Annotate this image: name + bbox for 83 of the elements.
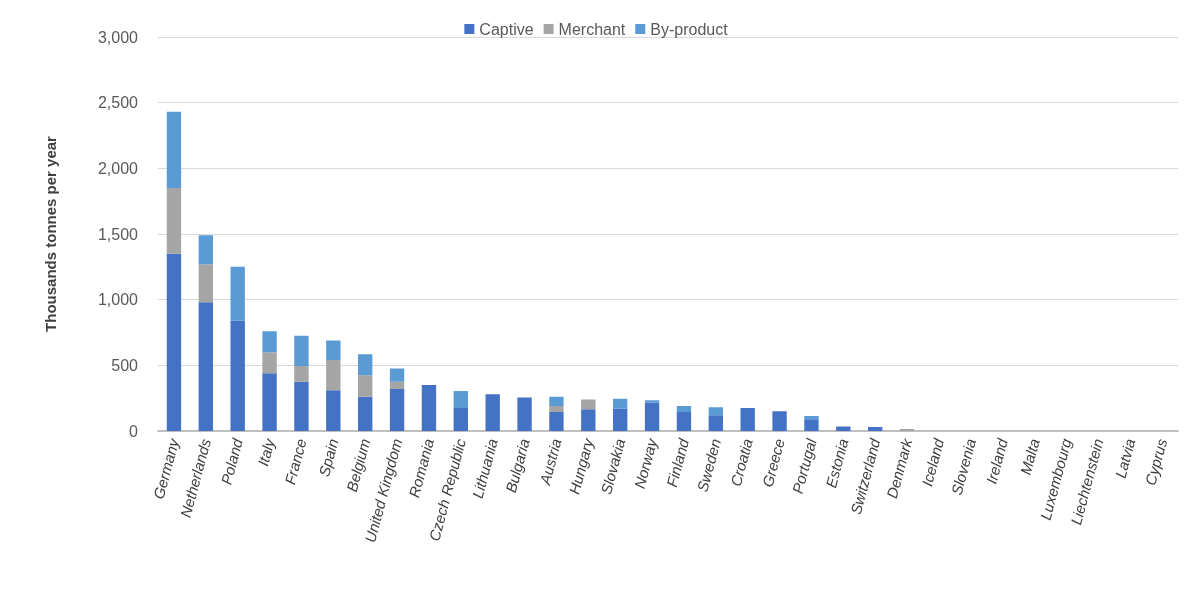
x-tick-label: Austria — [535, 436, 565, 488]
bar — [549, 411, 564, 431]
x-tick-label: Slovakia — [597, 436, 629, 496]
bar — [262, 373, 277, 431]
y-tick-label: 0 — [129, 422, 139, 440]
legend-label: Merchant — [558, 20, 626, 38]
bar — [549, 396, 564, 407]
bar — [804, 419, 819, 431]
x-tick-label: Italy — [254, 435, 279, 468]
bar — [676, 411, 692, 431]
x-tick-label: Spain — [315, 436, 342, 479]
bar — [836, 426, 851, 431]
x-tick-label: Belgium — [342, 436, 374, 494]
x-tick-label: Finland — [662, 436, 693, 489]
bar — [676, 406, 692, 412]
x-tick-label: Latvia — [1111, 436, 1139, 480]
bar — [198, 235, 213, 265]
bar — [421, 385, 437, 431]
x-tick-label: Ireland — [982, 436, 1012, 486]
bar — [517, 397, 532, 431]
bar — [166, 188, 182, 254]
x-tick-label: Romania — [405, 436, 438, 500]
bar — [453, 390, 468, 409]
bar — [326, 390, 341, 431]
x-tick-label: Slovenia — [947, 436, 980, 497]
bar — [230, 320, 245, 431]
bar — [326, 360, 341, 391]
bar — [644, 400, 660, 403]
x-tick-label: Lithuania — [468, 436, 501, 501]
bar — [708, 407, 723, 416]
y-tick-label: 500 — [111, 356, 139, 374]
bar — [453, 408, 468, 431]
bar — [613, 408, 628, 431]
x-tick-label: Estonia — [822, 436, 852, 490]
x-tick-label: Poland — [217, 436, 247, 487]
bar — [740, 408, 755, 431]
bar — [358, 396, 373, 431]
legend-label: By-product — [650, 20, 729, 38]
x-tick-label: Greece — [758, 436, 788, 489]
bar — [294, 365, 309, 382]
x-tick-label: Cyprus — [1141, 436, 1171, 488]
bar — [613, 398, 628, 409]
bar — [389, 381, 405, 389]
bar — [262, 331, 277, 353]
y-tick-label: 3,000 — [97, 28, 139, 46]
bar — [230, 266, 245, 321]
bar — [581, 399, 596, 410]
x-tick-label: Denmark — [883, 435, 916, 500]
bar — [326, 340, 341, 361]
bar — [772, 411, 787, 431]
x-tick-label: Bulgaria — [502, 436, 533, 495]
bar — [262, 352, 277, 374]
bar — [294, 381, 309, 431]
x-tick-label: Hungary — [565, 435, 597, 496]
bar — [389, 368, 405, 382]
y-tick-label: 1,500 — [97, 225, 139, 243]
x-tick-label: France — [281, 436, 310, 487]
bar — [581, 409, 596, 431]
x-tick-label: Sweden — [693, 436, 725, 494]
y-tick-label: 2,000 — [97, 159, 139, 177]
y-axis-title: Thousands tonnes per year — [42, 135, 59, 332]
y-tick-label: 2,500 — [97, 94, 139, 112]
x-tick-label: Norway — [630, 435, 661, 491]
bar — [868, 427, 883, 431]
bar — [166, 111, 182, 189]
bar — [549, 406, 564, 412]
bar — [166, 253, 182, 431]
bar — [358, 375, 373, 397]
bar — [485, 394, 500, 431]
x-tick-label: Malta — [1016, 436, 1043, 477]
bar — [708, 415, 723, 431]
bar — [389, 388, 405, 431]
x-tick-label: Iceland — [918, 436, 948, 488]
x-tick-label: Portugal — [788, 436, 820, 496]
x-tick-label: Croatia — [726, 436, 756, 488]
bar — [804, 415, 819, 420]
bar — [358, 354, 373, 376]
bar — [644, 402, 660, 431]
legend-label: Captive — [479, 20, 534, 38]
bar — [198, 264, 213, 303]
bar — [294, 335, 309, 366]
bar — [198, 302, 213, 431]
y-tick-label: 1,000 — [97, 291, 139, 309]
